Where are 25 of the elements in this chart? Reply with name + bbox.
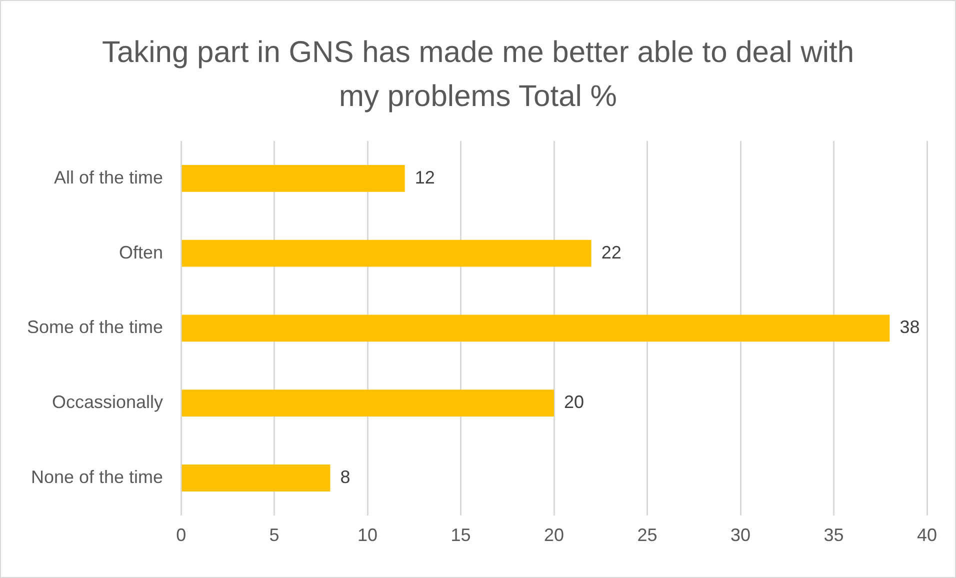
y-tick-label: Occassionally — [52, 392, 164, 412]
x-tick-label: 5 — [269, 525, 280, 546]
chart-title: Taking part in GNS has made me better able to deal with my problems Total % — [100, 35, 856, 115]
x-tick-label: 10 — [358, 525, 378, 546]
x-tick-label: 40 — [916, 525, 938, 546]
y-tick-label: Some of the time — [26, 317, 164, 338]
y-tick-label: All of the time — [54, 167, 164, 188]
data-label: 12 — [414, 167, 435, 188]
bar — [182, 390, 554, 417]
x-tick-label: 30 — [730, 525, 751, 546]
data-label: 22 — [601, 242, 622, 262]
x-tick-label: 0 — [176, 525, 186, 546]
bar — [182, 314, 890, 342]
data-label: 20 — [564, 392, 584, 412]
y-tick-label: None of the time — [30, 466, 164, 487]
bar — [182, 240, 592, 267]
x-tick-label: 15 — [450, 525, 471, 546]
x-tick-label: 20 — [544, 525, 564, 546]
data-label: 8 — [340, 466, 350, 487]
bar — [182, 164, 405, 192]
bar — [182, 464, 330, 492]
x-tick-label: 35 — [824, 525, 844, 546]
data-label: 38 — [900, 317, 920, 338]
x-tick-label: 25 — [637, 525, 658, 546]
y-tick-label: Often — [119, 242, 164, 262]
